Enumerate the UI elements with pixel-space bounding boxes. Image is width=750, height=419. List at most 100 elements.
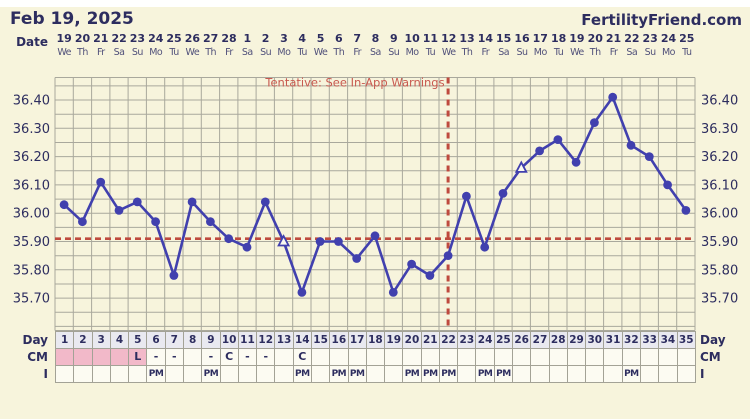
day-cell[interactable]: 12 xyxy=(257,331,276,348)
day-cell[interactable]: 19 xyxy=(385,331,404,348)
cm-cell[interactable] xyxy=(641,348,660,365)
intercourse-cell[interactable] xyxy=(659,365,678,383)
cm-cell[interactable] xyxy=(586,348,605,365)
intercourse-cell[interactable] xyxy=(311,365,331,383)
intercourse-cell[interactable]: PM xyxy=(293,365,312,383)
day-cell[interactable]: 1 xyxy=(56,331,75,348)
day-cell[interactable]: 24 xyxy=(476,331,495,348)
intercourse-cell[interactable] xyxy=(641,365,660,383)
cm-cell[interactable] xyxy=(622,348,641,365)
day-cell[interactable]: 11 xyxy=(238,331,258,348)
cm-cell[interactable]: - xyxy=(147,348,166,365)
temperature-point[interactable] xyxy=(187,197,197,207)
day-cell[interactable]: 16 xyxy=(330,331,349,348)
day-cell[interactable]: 15 xyxy=(311,331,331,348)
intercourse-cell[interactable] xyxy=(257,365,276,383)
day-cell[interactable]: 23 xyxy=(458,331,477,348)
temperature-point[interactable] xyxy=(425,271,435,280)
intercourse-cell[interactable]: PM xyxy=(494,365,514,383)
day-cell[interactable]: 34 xyxy=(659,331,678,348)
cm-cell[interactable] xyxy=(531,348,550,365)
temperature-point[interactable] xyxy=(388,288,398,297)
day-cell[interactable]: 5 xyxy=(129,331,148,348)
cm-cell[interactable] xyxy=(494,348,514,365)
cm-cell[interactable]: C xyxy=(220,348,239,365)
temperature-point[interactable] xyxy=(663,180,672,190)
intercourse-cell[interactable]: PM xyxy=(421,365,440,383)
temperature-point[interactable] xyxy=(644,152,654,161)
cm-cell[interactable]: L xyxy=(129,348,148,365)
intercourse-cell[interactable] xyxy=(74,365,93,383)
day-cell[interactable]: 3 xyxy=(92,331,111,348)
day-cell[interactable]: 4 xyxy=(110,331,130,348)
intercourse-cell[interactable]: PM xyxy=(348,365,367,383)
intercourse-cell[interactable]: PM xyxy=(403,365,422,383)
temperature-point[interactable] xyxy=(297,288,307,297)
intercourse-cell[interactable] xyxy=(586,365,605,383)
cm-cell[interactable] xyxy=(567,348,587,365)
fertilityfriend-brand-link[interactable]: FertilityFriend.com xyxy=(581,11,742,29)
temperature-point[interactable] xyxy=(370,231,380,241)
day-cell[interactable]: 22 xyxy=(439,331,459,348)
cm-cell[interactable] xyxy=(549,348,568,365)
cm-cell[interactable] xyxy=(458,348,477,365)
intercourse-cell[interactable] xyxy=(458,365,477,383)
temperature-point[interactable] xyxy=(114,206,124,215)
temperature-point[interactable] xyxy=(407,259,416,269)
intercourse-cell[interactable] xyxy=(567,365,587,383)
day-cell[interactable]: 17 xyxy=(348,331,367,348)
temperature-point[interactable] xyxy=(608,92,618,102)
day-cell[interactable]: 14 xyxy=(293,331,312,348)
temperature-point[interactable] xyxy=(681,206,691,215)
day-cell[interactable]: 30 xyxy=(586,331,605,348)
day-cell[interactable]: 2 xyxy=(74,331,93,348)
day-cell[interactable]: 7 xyxy=(165,331,184,348)
temperature-point[interactable] xyxy=(590,118,599,127)
temperature-point[interactable] xyxy=(553,135,563,144)
intercourse-cell[interactable] xyxy=(92,365,111,383)
cm-cell[interactable] xyxy=(476,348,495,365)
temperature-point[interactable] xyxy=(443,251,453,260)
day-cell[interactable]: 29 xyxy=(567,331,587,348)
cm-cell[interactable] xyxy=(275,348,294,365)
cm-cell[interactable] xyxy=(183,348,203,365)
day-cell[interactable]: 32 xyxy=(622,331,641,348)
day-cell[interactable]: 31 xyxy=(604,331,623,348)
temperature-point-triangle[interactable] xyxy=(277,234,291,247)
temperature-point[interactable] xyxy=(352,254,362,263)
day-cell[interactable]: 20 xyxy=(403,331,422,348)
intercourse-cell[interactable] xyxy=(165,365,184,383)
intercourse-cell[interactable]: PM xyxy=(202,365,221,383)
temperature-point[interactable] xyxy=(224,234,234,244)
intercourse-cell[interactable] xyxy=(677,365,696,383)
cm-cell[interactable] xyxy=(439,348,459,365)
temperature-point[interactable] xyxy=(169,271,179,280)
temperature-point[interactable] xyxy=(96,177,106,187)
cm-cell[interactable] xyxy=(513,348,532,365)
temperature-point[interactable] xyxy=(78,217,87,227)
intercourse-cell[interactable] xyxy=(275,365,294,383)
day-cell[interactable]: 13 xyxy=(275,331,294,348)
day-cell[interactable]: 28 xyxy=(549,331,568,348)
cm-cell[interactable]: - xyxy=(257,348,276,365)
cm-cell[interactable]: - xyxy=(238,348,258,365)
cm-cell[interactable]: C xyxy=(293,348,312,365)
cm-cell[interactable] xyxy=(659,348,678,365)
cm-cell[interactable] xyxy=(92,348,111,365)
intercourse-cell[interactable]: PM xyxy=(147,365,166,383)
intercourse-cell[interactable] xyxy=(220,365,239,383)
intercourse-cell[interactable]: PM xyxy=(330,365,349,383)
temperature-point[interactable] xyxy=(334,237,343,246)
cm-cell[interactable] xyxy=(74,348,93,365)
day-cell[interactable]: 27 xyxy=(531,331,550,348)
temperature-point[interactable] xyxy=(151,217,161,227)
temperature-point[interactable] xyxy=(462,191,471,201)
cm-cell[interactable]: - xyxy=(165,348,184,365)
temperature-point[interactable] xyxy=(206,217,215,227)
cm-cell[interactable] xyxy=(421,348,440,365)
temperature-point[interactable] xyxy=(498,189,508,198)
intercourse-cell[interactable] xyxy=(56,365,75,383)
day-cell[interactable]: 6 xyxy=(147,331,166,348)
intercourse-cell[interactable] xyxy=(238,365,258,383)
cm-cell[interactable] xyxy=(366,348,386,365)
